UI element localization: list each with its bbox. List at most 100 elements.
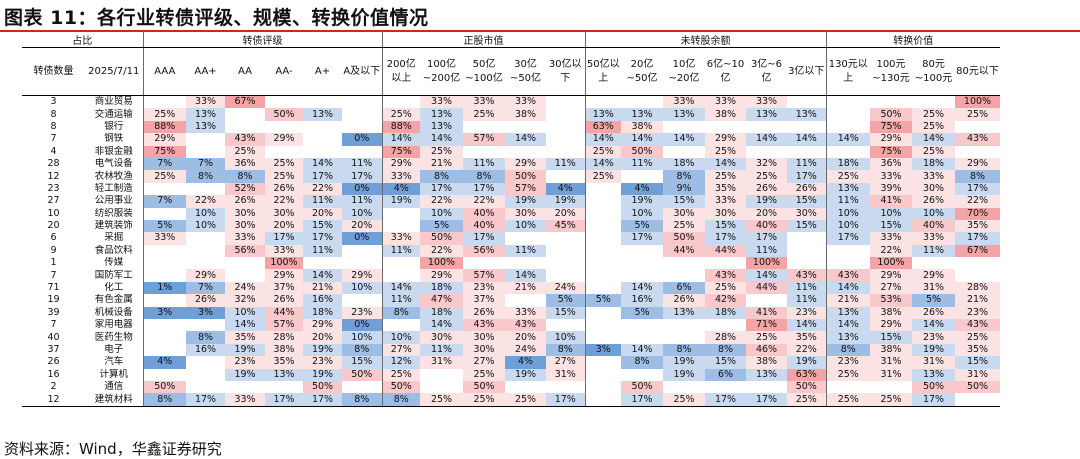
value-cell: 75% [870,120,912,134]
value-cell: 33% [912,170,955,183]
value-cell [142,294,186,307]
value-cell: 25% [420,145,463,158]
value-cell: 8% [420,170,463,183]
value-cell: 23% [787,306,826,320]
value-cell: 25% [825,368,870,381]
industry-name: 商业贸易 [94,96,133,108]
value-cell: 36% [225,157,265,171]
value-cell: 38% [870,343,912,357]
value-cell: 14% [505,269,546,282]
value-cell: 13% [186,120,225,134]
value-cell: 25% [912,145,955,158]
industry-name: 建筑材料 [85,393,143,407]
value-cell: 17% [787,170,826,183]
value-cell [303,96,342,109]
column-header-8: 200亿以上 [381,47,420,96]
value-cell: 30% [505,207,546,220]
value-cell [142,182,186,196]
value-cell: 13% [746,368,787,381]
bond-count: 71 [47,282,60,294]
column-header-17: 3亿~6亿 [746,47,787,96]
value-cell: 8% [663,170,705,183]
column-header-10: 50亿~100亿 [463,47,505,96]
column-header-9: 100亿~200亿 [420,47,463,96]
value-cell: 50% [463,380,505,394]
value-cell: 33% [142,232,186,245]
value-cell: 29% [142,133,186,146]
value-cell: 67% [225,95,265,109]
table-row: 28 电气设备 7% 7% 36% 25% 14% 11% 29% 21% 11% 29% 11% 14%… [22,157,1000,171]
value-cell: 15% [303,219,342,233]
value-cell: 25% [505,393,546,407]
value-cell [303,146,342,158]
value-cell: 14% [787,133,826,146]
value-cell: 14% [787,319,826,332]
value-cell [584,182,621,196]
value-cell [463,146,505,158]
value-cell: 10% [186,219,225,233]
column-header-3: AA+ [186,47,225,96]
value-cell: 5% [621,306,663,320]
value-cell: 10% [342,331,382,344]
value-cell: 33% [381,170,420,183]
value-cell [342,245,382,257]
value-cell: 4% [381,182,420,196]
value-cell [546,269,585,281]
value-cell [825,257,870,270]
bond-count: 4 [50,145,57,157]
value-cell: 18% [663,157,705,171]
value-cell [825,145,870,158]
value-cell: 43% [955,319,1000,332]
column-header-14: 20亿~50亿 [621,47,663,96]
value-cell [142,331,186,344]
value-cell: 17% [621,232,663,245]
value-cell: 100% [870,257,912,270]
value-cell: 18% [420,306,463,320]
value-cell [584,368,621,381]
value-cell [186,319,225,331]
value-cell [663,331,705,343]
value-cell: 26% [186,294,225,307]
value-cell [825,95,870,109]
value-cell: 29% [265,133,303,146]
value-cell: 14% [381,281,420,295]
value-cell: 29% [342,269,382,282]
value-cell: 10% [342,207,382,220]
value-cell: 14% [621,281,663,295]
value-cell: 43% [225,133,265,146]
value-cell: 31% [870,356,912,369]
value-cell: 20% [546,207,585,220]
value-cell [955,257,1000,269]
value-cell: 20% [746,207,787,220]
value-cell: 17% [303,393,342,407]
bond-count: 6 [50,232,57,244]
value-cell: 25% [584,145,621,158]
value-cell: 57% [505,182,546,196]
value-cell: 63% [584,120,621,134]
value-cell: 25% [381,368,420,381]
value-cell [870,96,912,109]
value-cell [463,257,505,269]
value-cell: 13% [621,108,663,121]
value-cell [265,96,303,109]
value-cell [621,269,663,281]
value-cell [621,369,663,381]
bond-count: 8 [50,108,57,120]
value-cell: 26% [463,306,505,320]
value-cell [621,170,663,182]
bond-count: 20 [47,220,60,232]
industry-name: 传媒 [104,257,124,269]
value-cell: 45% [546,219,585,233]
value-cell [225,108,265,120]
value-cell: 52% [225,182,265,196]
value-cell: 8% [225,170,265,183]
value-cell: 5% [420,219,463,233]
value-cell: 29% [265,269,303,282]
industry-name: 国防军工 [94,269,133,281]
value-cell: 38% [621,120,663,134]
value-cell [621,96,663,109]
column-header-20: 100元~130元 [870,47,912,96]
value-cell: 4% [621,182,663,196]
value-cell [663,319,705,331]
value-cell: 100% [420,257,463,270]
